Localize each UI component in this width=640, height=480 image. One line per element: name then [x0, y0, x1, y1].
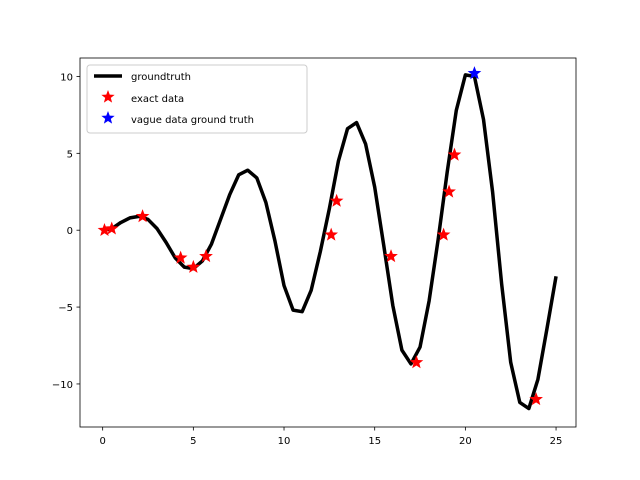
- x-tick-label: 0: [99, 436, 105, 447]
- x-tick-label: 20: [459, 436, 472, 447]
- data-point-exact-data: [324, 227, 339, 241]
- legend-box: [86, 64, 308, 134]
- data-point-exact-data: [186, 259, 201, 273]
- legend-label-exact-data: exact data: [131, 94, 184, 105]
- data-point-vague-data-ground-truth: [467, 66, 482, 80]
- axis-ticks: 0 5 10 15 20 25 −10 −5 0 5 10: [52, 72, 563, 447]
- y-tick-label: 10: [60, 72, 73, 83]
- data-point-exact-data: [104, 221, 119, 235]
- data-point-exact-data: [329, 193, 344, 207]
- markers: [97, 66, 543, 406]
- data-point-exact-data: [97, 223, 112, 237]
- data-point-exact-data: [436, 227, 451, 241]
- x-tick-label: 5: [190, 436, 196, 447]
- data-point-exact-data: [199, 249, 213, 263]
- y-tick-label: 5: [67, 149, 73, 160]
- data-point-exact-data: [529, 392, 543, 406]
- legend-marker-exact-data: [101, 90, 115, 103]
- x-tick-label: 15: [368, 436, 381, 447]
- y-tick-label: −10: [52, 380, 73, 391]
- legend: groundtruth exact data vague data ground…: [86, 64, 308, 134]
- data-point-exact-data: [442, 184, 456, 198]
- axes-frame: [79, 57, 577, 428]
- y-tick-label: 0: [67, 226, 73, 237]
- legend-label-groundtruth: groundtruth: [131, 72, 191, 83]
- x-tick-label: 25: [550, 436, 563, 447]
- legend-marker-vague-data: [101, 111, 115, 124]
- data-point-exact-data: [384, 249, 398, 263]
- y-tick-label: −5: [58, 303, 73, 314]
- data-point-exact-data: [135, 209, 150, 223]
- data-point-exact-data: [173, 250, 188, 264]
- data-point-exact-data: [409, 355, 424, 369]
- legend-label-vague-data: vague data ground truth: [131, 115, 254, 126]
- data-point-exact-data: [447, 147, 462, 161]
- x-tick-label: 10: [278, 436, 291, 447]
